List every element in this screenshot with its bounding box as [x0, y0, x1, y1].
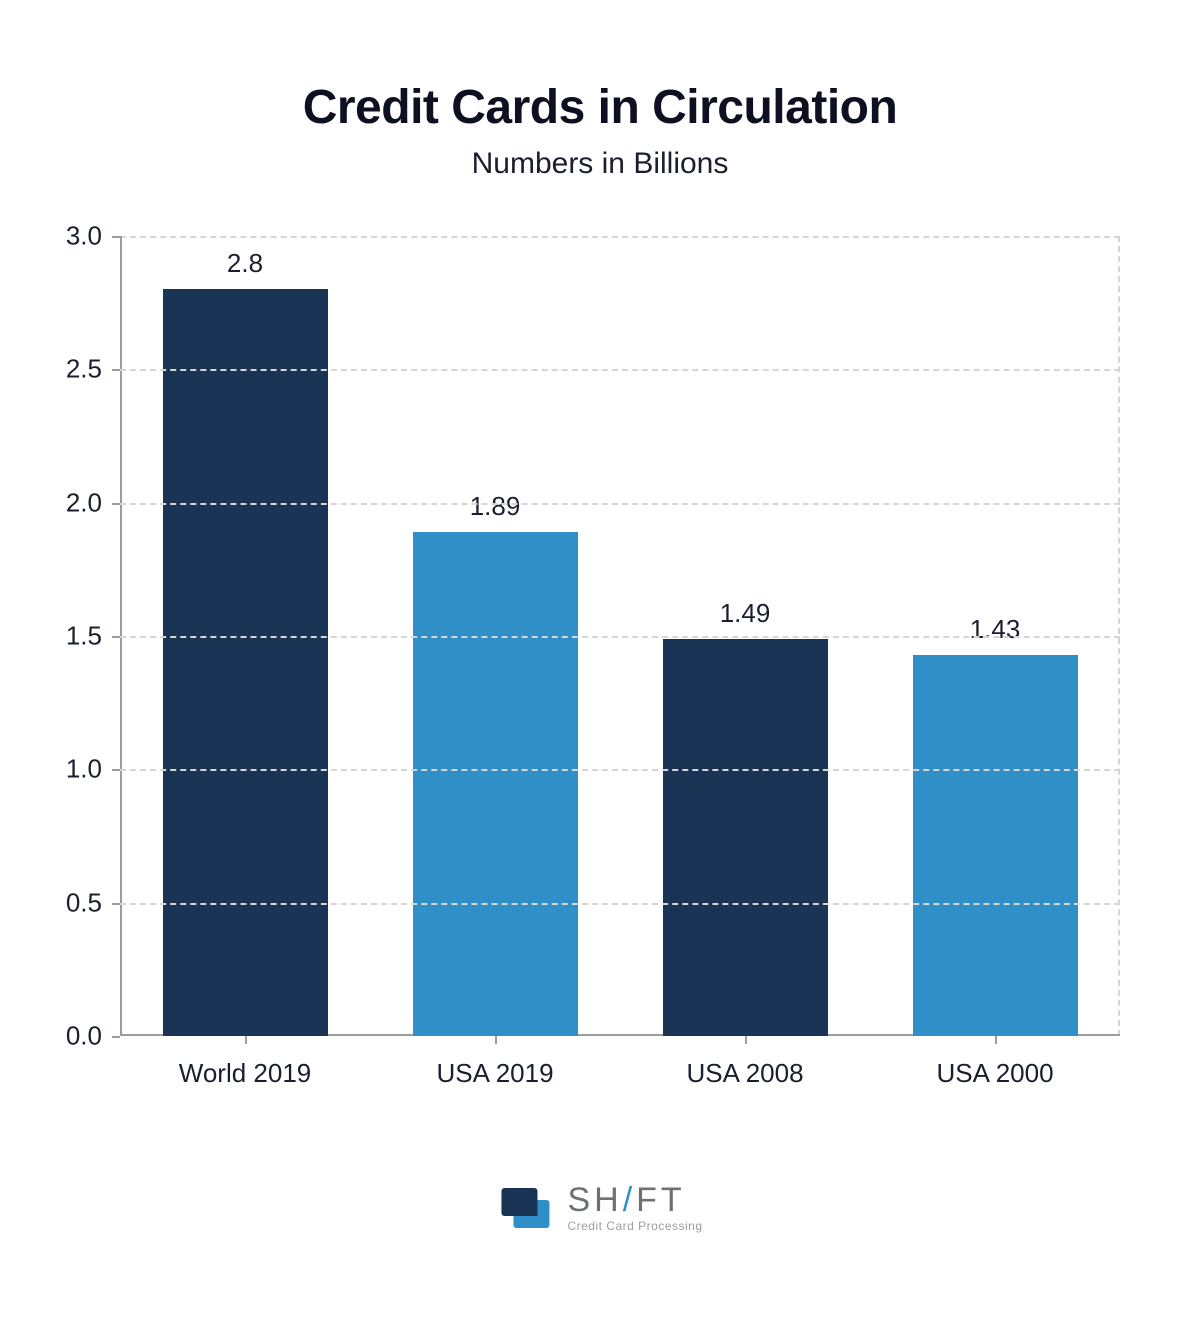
logo-brand-post: FT	[636, 1181, 686, 1219]
logo-brand-slash: /	[623, 1181, 636, 1219]
x-tick-mark	[995, 1036, 997, 1044]
x-tick-mark	[495, 1036, 497, 1044]
logo-text: SH/FT Credit Card Processing	[567, 1183, 702, 1233]
logo-brand-pre: SH	[567, 1181, 622, 1219]
bar-value-label: 1.49	[720, 598, 771, 639]
y-tick-mark	[112, 769, 120, 771]
bar: 1.43	[913, 655, 1078, 1036]
plot-area: 2.81.891.491.43 0.00.51.01.52.02.53.0Wor…	[120, 236, 1120, 1036]
chart-container: Credit Cards in Circulation Numbers in B…	[60, 80, 1140, 1036]
gridline	[120, 369, 1120, 371]
bar-value-label: 1.43	[970, 614, 1021, 655]
logo-tagline: Credit Card Processing	[567, 1219, 702, 1233]
logo: SH/FT Credit Card Processing	[497, 1180, 702, 1236]
gridline	[120, 503, 1120, 505]
bar: 1.89	[413, 532, 578, 1036]
y-tick-mark	[112, 503, 120, 505]
y-tick-mark	[112, 369, 120, 371]
shift-logo-icon	[497, 1180, 553, 1236]
y-tick-mark	[112, 1036, 120, 1038]
logo-brand: SH/FT	[567, 1183, 702, 1217]
x-tick-mark	[245, 1036, 247, 1044]
x-tick-mark	[745, 1036, 747, 1044]
y-tick-mark	[112, 236, 120, 238]
chart-subtitle: Numbers in Billions	[60, 147, 1140, 181]
y-tick-mark	[112, 903, 120, 905]
y-tick-mark	[112, 636, 120, 638]
bar: 2.8	[163, 289, 328, 1036]
gridline	[120, 769, 1120, 771]
bar-value-label: 2.8	[227, 248, 263, 289]
bar-value-label: 1.89	[470, 491, 521, 532]
gridline	[120, 903, 1120, 905]
bar: 1.49	[663, 639, 828, 1036]
chart-title: Credit Cards in Circulation	[60, 80, 1140, 135]
gridline	[120, 636, 1120, 638]
